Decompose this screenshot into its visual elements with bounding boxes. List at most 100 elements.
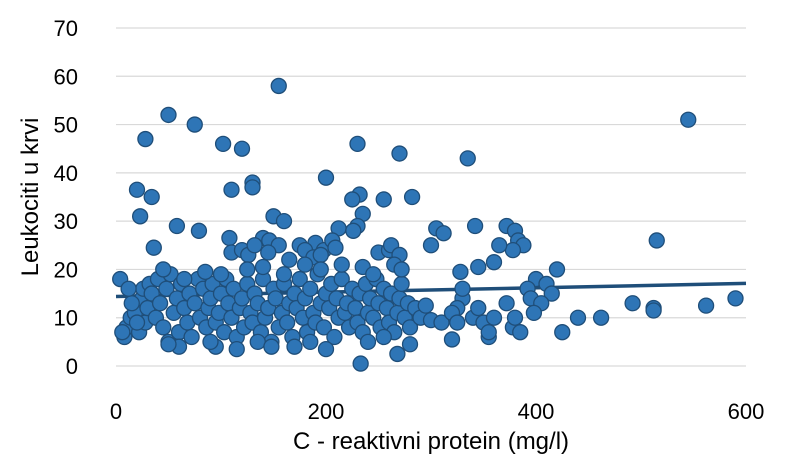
data-point — [344, 191, 361, 208]
data-point — [417, 297, 434, 314]
x-tick-label: 600 — [728, 399, 765, 424]
data-point — [680, 111, 697, 128]
data-point — [155, 319, 172, 336]
data-point — [645, 302, 662, 319]
data-point — [275, 266, 293, 283]
data-point — [375, 328, 392, 346]
y-tick-label: 60 — [54, 64, 78, 89]
y-axis-title: Leukociti u krvi — [17, 118, 44, 277]
data-point — [312, 261, 329, 278]
data-point — [263, 338, 280, 355]
data-point — [443, 331, 461, 348]
x-axis-title: C - reaktivni protein (mg/l) — [293, 428, 569, 455]
data-point — [435, 225, 452, 242]
data-point — [246, 237, 263, 254]
data-point — [275, 212, 293, 230]
data-point — [183, 328, 200, 346]
data-point — [506, 309, 524, 326]
data-point — [202, 333, 219, 351]
data-point — [525, 304, 543, 322]
x-tick-label: 200 — [308, 399, 345, 424]
data-point — [190, 222, 208, 239]
data-point — [449, 314, 466, 331]
x-tick-label: 0 — [110, 399, 122, 424]
data-point — [214, 135, 232, 153]
data-point — [333, 256, 350, 273]
data-point — [359, 333, 377, 351]
data-point — [389, 345, 406, 363]
data-point — [491, 237, 508, 254]
data-point — [151, 295, 169, 312]
data-points — [112, 77, 744, 372]
data-point — [375, 191, 392, 208]
y-tick-label: 40 — [54, 161, 78, 186]
data-point — [291, 270, 308, 288]
data-point — [401, 319, 419, 336]
data-point — [466, 217, 484, 235]
data-point — [128, 314, 146, 331]
data-point — [569, 309, 587, 326]
data-point — [168, 217, 186, 235]
data-point — [286, 338, 303, 355]
data-point — [302, 333, 319, 351]
data-point — [145, 239, 162, 256]
data-point — [554, 324, 571, 341]
data-point — [260, 244, 277, 261]
data-point — [393, 275, 410, 293]
data-point — [697, 297, 715, 314]
data-point — [158, 280, 175, 297]
data-point — [452, 263, 469, 280]
data-point — [624, 295, 641, 312]
data-point — [315, 319, 333, 336]
data-point — [349, 135, 366, 153]
data-point — [186, 116, 203, 133]
data-point — [485, 309, 503, 326]
data-point — [267, 290, 284, 307]
data-point — [422, 237, 440, 254]
x-tick-labels: 0 200 400 600 — [110, 399, 764, 424]
data-point — [504, 241, 522, 259]
data-point — [244, 179, 261, 196]
data-point — [302, 280, 319, 297]
data-point — [393, 261, 410, 278]
data-point — [548, 261, 566, 278]
data-point — [155, 261, 172, 278]
y-tick-label: 0 — [66, 354, 78, 379]
data-point — [498, 295, 515, 312]
data-point — [186, 295, 203, 312]
data-point — [270, 77, 287, 95]
data-point — [249, 333, 266, 351]
data-point — [296, 256, 314, 273]
data-point — [326, 328, 343, 346]
data-point — [648, 232, 665, 249]
data-point — [278, 314, 296, 331]
data-point — [317, 340, 335, 358]
data-point — [254, 258, 272, 276]
data-point — [352, 355, 369, 372]
data-point — [176, 270, 193, 288]
data-point — [327, 239, 344, 256]
data-point — [391, 145, 408, 162]
data-point — [228, 340, 245, 358]
data-point — [480, 324, 497, 341]
y-tick-label: 70 — [54, 16, 78, 41]
data-point — [401, 336, 419, 353]
data-point — [160, 106, 177, 124]
y-tick-label: 30 — [54, 209, 78, 234]
data-point — [345, 222, 362, 239]
y-tick-label: 20 — [54, 257, 78, 282]
data-point — [727, 290, 744, 307]
data-point — [592, 309, 610, 326]
data-point — [365, 266, 382, 283]
data-point — [120, 280, 137, 297]
data-point — [317, 169, 335, 186]
y-tick-label: 10 — [54, 306, 78, 331]
data-point — [454, 280, 471, 297]
data-point — [433, 314, 450, 331]
data-point — [123, 295, 140, 312]
data-point — [143, 188, 160, 206]
data-point — [485, 254, 503, 271]
y-tick-label: 50 — [54, 113, 78, 138]
data-point — [512, 324, 529, 341]
